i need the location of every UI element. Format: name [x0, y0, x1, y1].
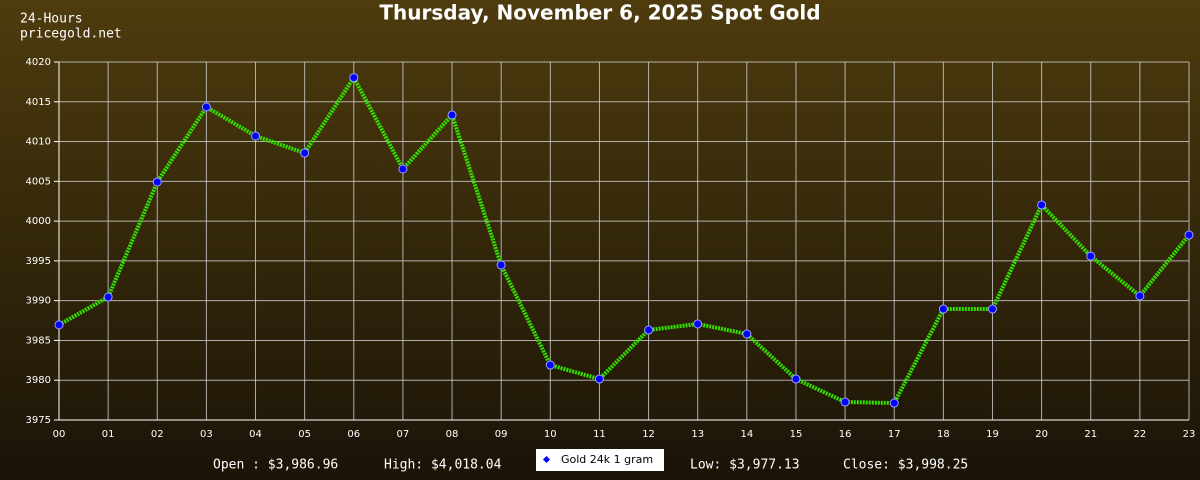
- point: [300, 148, 310, 158]
- summary-close: Close: $3,998.25: [843, 458, 968, 473]
- point: [1037, 200, 1047, 210]
- point: [545, 360, 555, 370]
- point: [1184, 230, 1194, 240]
- point: [201, 102, 211, 112]
- legend-box: [536, 449, 664, 471]
- point: [791, 374, 801, 384]
- y-tick-label: 4020: [26, 57, 51, 68]
- x-tick-label: 13: [691, 429, 704, 440]
- chart-title: Thursday, November 6, 2025 Spot Gold: [379, 1, 820, 25]
- x-tick-label: 18: [937, 429, 950, 440]
- point: [54, 320, 64, 330]
- y-tick-label: 4015: [26, 97, 51, 108]
- y-tick-label: 4005: [26, 176, 51, 187]
- point: [987, 304, 997, 314]
- point: [889, 398, 899, 408]
- x-tick-label: 10: [544, 429, 557, 440]
- point: [152, 177, 162, 187]
- series-line: [58, 75, 1191, 406]
- corner-label: 24-Hours: [20, 12, 83, 27]
- point: [693, 319, 703, 329]
- point: [644, 325, 654, 335]
- x-tick-label: 19: [986, 429, 999, 440]
- x-tick-label: 11: [593, 429, 606, 440]
- y-tick-label: 3985: [26, 335, 51, 346]
- legend-label: Gold 24k 1 gram: [561, 453, 653, 466]
- y-tick-label: 3995: [26, 256, 51, 267]
- y-tick-label: 4000: [26, 216, 51, 227]
- summary-open: Open : $3,986.96: [213, 458, 338, 473]
- summary-high: High: $4,018.04: [384, 458, 502, 473]
- x-tick-label: 21: [1084, 429, 1097, 440]
- point: [1086, 251, 1096, 261]
- x-tick-label: 23: [1183, 429, 1196, 440]
- x-tick-label: 22: [1134, 429, 1147, 440]
- point: [594, 374, 604, 384]
- point: [349, 73, 359, 83]
- x-tick-label: 08: [446, 429, 459, 440]
- point: [398, 164, 408, 174]
- point: [251, 131, 261, 141]
- y-tick-label: 3975: [26, 415, 51, 426]
- x-tick-label: 16: [839, 429, 852, 440]
- y-tick-label: 3980: [26, 375, 51, 386]
- x-tick-label: 14: [740, 429, 753, 440]
- x-tick-label: 00: [53, 429, 66, 440]
- x-tick-label: 04: [249, 429, 262, 440]
- x-tick-label: 06: [347, 429, 360, 440]
- x-tick-label: 20: [1035, 429, 1048, 440]
- point: [1135, 291, 1145, 301]
- point: [496, 260, 506, 270]
- x-tick-label: 05: [298, 429, 311, 440]
- summary-low: Low: $3,977.13: [690, 458, 800, 473]
- x-tick-label: 01: [102, 429, 115, 440]
- legend-marker: [542, 455, 551, 464]
- x-tick-label: 15: [790, 429, 803, 440]
- x-tick-label: 17: [888, 429, 901, 440]
- x-tick-label: 03: [200, 429, 213, 440]
- y-tick-label: 3990: [26, 296, 51, 307]
- point: [447, 110, 457, 120]
- x-tick-label: 09: [495, 429, 508, 440]
- point: [742, 329, 752, 339]
- x-tick-label: 07: [397, 429, 410, 440]
- point: [103, 292, 113, 302]
- point: [840, 397, 850, 407]
- x-tick-label: 02: [151, 429, 164, 440]
- x-tick-label: 12: [642, 429, 655, 440]
- y-tick-label: 4010: [26, 137, 51, 148]
- corner-label: pricegold.net: [20, 27, 122, 42]
- point: [938, 304, 948, 314]
